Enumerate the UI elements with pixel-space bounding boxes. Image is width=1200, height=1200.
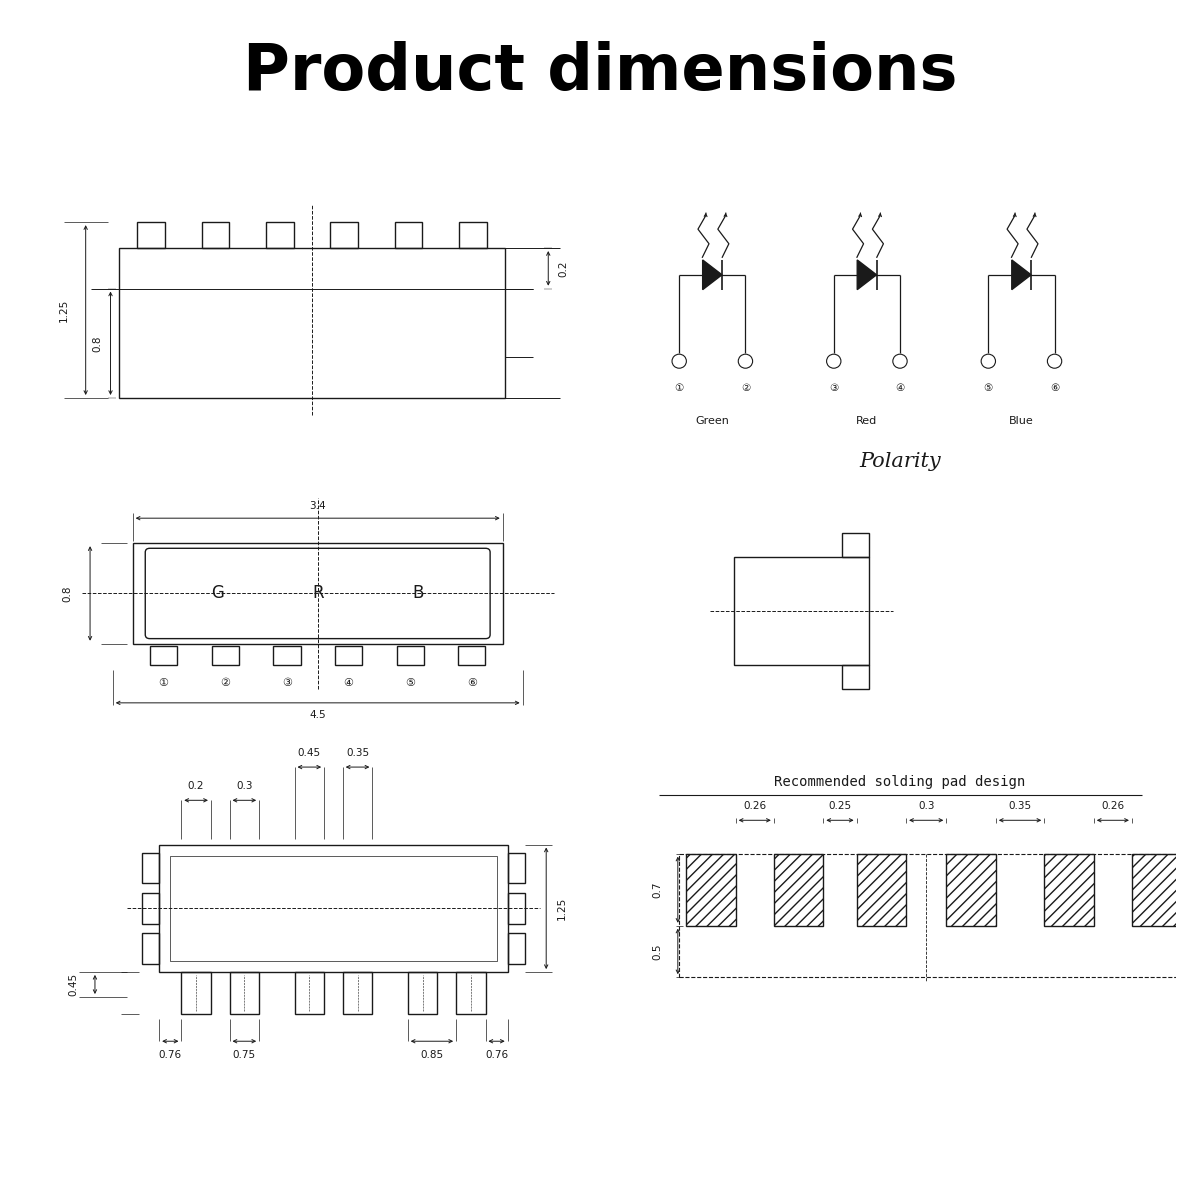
Bar (142, 934, 160, 964)
Bar (1132, 853, 1182, 925)
Text: ④: ④ (895, 383, 905, 394)
Bar (266, 222, 294, 248)
Bar (133, 544, 503, 643)
Bar (170, 856, 497, 961)
Text: 0.45: 0.45 (68, 973, 78, 996)
Text: ⑥: ⑥ (467, 678, 476, 688)
Text: 0.35: 0.35 (1008, 800, 1032, 811)
Bar (1044, 853, 1094, 925)
Text: 1.25: 1.25 (59, 299, 68, 322)
Bar (150, 646, 178, 665)
Text: 0.3: 0.3 (918, 800, 935, 811)
Text: 0.35: 0.35 (346, 749, 370, 758)
Bar (947, 853, 996, 925)
Text: Blue: Blue (1009, 415, 1034, 426)
Text: ②: ② (740, 383, 750, 394)
Text: ④: ④ (343, 678, 354, 688)
Bar (137, 222, 164, 248)
Text: ③: ③ (282, 678, 292, 688)
Bar (842, 533, 869, 557)
Bar (508, 893, 524, 924)
Polygon shape (703, 260, 722, 289)
Text: 0.5: 0.5 (652, 943, 662, 960)
Bar (508, 853, 524, 883)
Text: ①: ① (674, 383, 684, 394)
Bar (842, 665, 869, 689)
Text: 0.76: 0.76 (485, 1050, 508, 1060)
Text: B: B (412, 584, 424, 602)
Polygon shape (857, 260, 876, 289)
Bar (160, 845, 508, 972)
Text: 4.5: 4.5 (310, 710, 326, 720)
Text: R: R (312, 584, 324, 602)
Text: Red: Red (857, 415, 877, 426)
Bar (408, 972, 437, 1014)
Text: ⑤: ⑤ (984, 383, 992, 394)
Text: 1.25: 1.25 (557, 896, 568, 920)
Polygon shape (1012, 260, 1031, 289)
Text: 0.25: 0.25 (828, 800, 852, 811)
Bar (294, 972, 324, 1014)
Text: Recommended solding pad design: Recommended solding pad design (774, 775, 1026, 788)
Text: 0.8: 0.8 (92, 335, 103, 352)
Bar (458, 646, 486, 665)
Text: 0.26: 0.26 (1102, 800, 1124, 811)
Bar (456, 972, 486, 1014)
Bar (734, 557, 869, 665)
Bar (686, 853, 736, 925)
Text: 0.3: 0.3 (236, 781, 252, 792)
Text: ⑥: ⑥ (1050, 383, 1060, 394)
Bar (343, 972, 372, 1014)
Bar (330, 222, 358, 248)
Text: ③: ③ (829, 383, 839, 394)
Bar (142, 893, 160, 924)
Text: 0.75: 0.75 (233, 1050, 256, 1060)
Text: 0.7: 0.7 (652, 882, 662, 898)
Text: 0.26: 0.26 (743, 800, 767, 811)
Text: 0.76: 0.76 (158, 1050, 182, 1060)
Bar (679, 853, 1188, 977)
Text: 0.8: 0.8 (62, 586, 72, 601)
Text: G: G (211, 584, 224, 602)
Bar (229, 972, 259, 1014)
Bar (211, 646, 239, 665)
Text: 0.2: 0.2 (558, 260, 568, 277)
Bar (774, 853, 823, 925)
Bar (857, 853, 906, 925)
Text: ⑤: ⑤ (406, 678, 415, 688)
Text: ①: ① (158, 678, 168, 688)
Bar (396, 646, 424, 665)
Text: ②: ② (221, 678, 230, 688)
Text: 0.2: 0.2 (188, 781, 204, 792)
Bar (460, 222, 487, 248)
Bar (335, 646, 362, 665)
Bar (508, 934, 524, 964)
Text: Green: Green (695, 415, 730, 426)
Text: 3.4: 3.4 (310, 500, 326, 511)
Bar (202, 222, 229, 248)
Text: 0.45: 0.45 (298, 749, 320, 758)
Bar (142, 853, 160, 883)
Bar (274, 646, 300, 665)
Text: Product dimensions: Product dimensions (242, 41, 958, 103)
Bar (395, 222, 422, 248)
Bar (119, 248, 505, 398)
Bar (181, 972, 211, 1014)
Text: 0.85: 0.85 (420, 1050, 444, 1060)
Text: Polarity: Polarity (859, 451, 941, 470)
